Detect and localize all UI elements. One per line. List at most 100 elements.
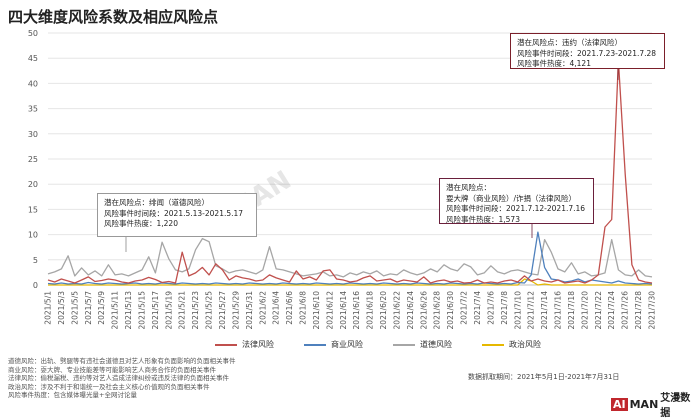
legend-label: 政治风险: [509, 340, 541, 349]
x-tick-label: 2021/6/20: [379, 291, 388, 330]
legend-swatch: [215, 343, 237, 346]
x-tick-label: 2021/5/1: [44, 291, 53, 325]
x-tick-label: 2021/7/12: [527, 291, 536, 330]
x-tick-labels: 2021/5/1 2021/5/3 2021/5/5 2021/5/7 2021/5/9…: [44, 291, 657, 330]
x-tick-label: 2021/5/19: [164, 291, 173, 330]
legend-label: 道德风险: [420, 340, 452, 349]
series-line-business: [47, 231, 653, 285]
series-line-political: [48, 278, 652, 286]
definitions-notes: 道德风险：出轨、劈腿等有违社会道德且对艺人形象有负面影响的负面相关事件 商业风险…: [8, 357, 236, 400]
x-tick-label: 2021/5/23: [191, 291, 200, 330]
annotation-line: 风险事件时间段：2021.7.12-2021.7.16: [446, 204, 586, 213]
legend-swatch: [393, 343, 415, 346]
x-tick-label: 2021/7/30: [648, 291, 657, 330]
annotation-line: 潜在风险点：绯闻（道德风险）: [104, 198, 209, 207]
y-tick-label: 30: [28, 130, 38, 139]
y-tick-labels: 0 5 10 15 20 25 30 35 40 45 50: [28, 29, 38, 290]
legend-item-political: 政治风险: [482, 339, 541, 350]
x-tick-label: 2021/7/18: [567, 291, 576, 330]
grid-lines: [48, 32, 652, 286]
legend-swatch: [482, 343, 504, 346]
legend-label: 法律风险: [242, 340, 274, 349]
y-tick-label: 50: [28, 29, 38, 38]
x-tick-label: 2021/5/17: [151, 291, 160, 330]
legend-item-moral: 道德风险: [393, 339, 452, 350]
annotation-connectors: [125, 69, 619, 252]
x-tick-label: 2021/6/30: [446, 291, 455, 330]
x-tick-label: 2021/5/3: [57, 291, 66, 325]
chart-legend: 法律风险 商业风险 道德风险 政治风险: [215, 339, 541, 350]
y-tick-label: 40: [28, 79, 38, 88]
x-tick-label: 2021/6/24: [406, 291, 415, 330]
x-tick-label: 2021/6/8: [299, 291, 308, 325]
x-tick-label: 2021/5/27: [218, 291, 227, 330]
annotation-breach: 潜在风险点：违约（法律风险） 风险事件时间段：2021.7.23-2021.7.…: [510, 33, 665, 69]
legend-item-business: 商业风险: [304, 339, 363, 350]
x-tick-label: 2021/5/31: [245, 291, 254, 330]
legend-item-legal: 法律风险: [215, 339, 274, 350]
x-tick-label: 2021/6/2: [258, 291, 267, 325]
x-tick-label: 2021/6/4: [272, 291, 281, 325]
x-tick-label: 2021/5/5: [70, 291, 79, 325]
x-tick-label: 2021/7/26: [621, 291, 630, 330]
x-tick-label: 2021/5/29: [231, 291, 240, 330]
y-tick-label: 20: [28, 180, 38, 189]
y-tick-label: 5: [33, 256, 38, 265]
series-line-legal: [47, 60, 653, 284]
logo-text: 艾漫数据: [660, 393, 691, 419]
annotation-line: 风险事件时间段：2021.7.23-2021.7.28: [517, 48, 657, 58]
x-tick-label: 2021/6/12: [325, 291, 334, 330]
x-tick-label: 2021/6/16: [352, 291, 361, 330]
x-tick-label: 2021/7/4: [473, 291, 482, 325]
y-tick-label: 10: [28, 231, 38, 240]
x-tick-label: 2021/5/9: [97, 291, 106, 325]
x-tick-label: 2021/7/20: [580, 291, 589, 330]
chart-title: 四大维度风险系数及相应风险点: [8, 8, 219, 26]
brand-logo: AI MAN 艾漫数据: [611, 389, 700, 419]
legend-swatch: [304, 343, 326, 346]
annotation-line: 风险事件热度：4,121: [517, 59, 591, 68]
x-tick-label: 2021/7/14: [540, 291, 549, 330]
x-tick-label: 2021/7/8: [500, 291, 509, 325]
x-tick-label: 2021/5/21: [178, 291, 187, 330]
annotation-line: 风险事件热度：1,220: [104, 219, 178, 228]
annotation-line: 耍大牌（商业风险）/诈捐（法律风险）: [446, 193, 577, 203]
x-tick-label: 2021/6/26: [419, 291, 428, 330]
x-tick-label: 2021/7/2: [460, 291, 469, 325]
logo-man: MAN: [629, 397, 659, 411]
x-tick-label: 2021/5/7: [84, 291, 93, 325]
x-tick-label: 2021/6/28: [433, 291, 442, 330]
note-line: 道德风险：出轨、劈腿等有违社会道德且对艺人形象有负面影响的负面相关事件: [8, 357, 236, 365]
y-tick-label: 25: [28, 155, 38, 164]
x-tick-label: 2021/7/28: [634, 291, 643, 330]
x-tick-label: 2021/5/11: [111, 291, 120, 330]
series-lines: [47, 60, 653, 286]
x-tick-label: 2021/6/18: [366, 291, 375, 330]
x-tick-label: 2021/5/25: [205, 291, 214, 330]
y-tick-label: 0: [33, 281, 38, 290]
x-tick-label: 2021/7/10: [513, 291, 522, 330]
x-tick-label: 2021/5/13: [124, 291, 133, 330]
x-tick-label: 2021/6/10: [312, 291, 321, 330]
note-line: 法律风险：偷税漏税、违约等对艺人造成法律纠纷或违反法律的负面相关事件: [8, 374, 229, 383]
y-tick-label: 15: [28, 205, 38, 214]
annotation-line: 风险事件时间段：2021.5.13-2021.5.17: [104, 208, 244, 218]
note-line: 风险事件热度：包含媒体曝光量+全网讨论量: [8, 391, 137, 400]
x-tick-label: 2021/7/24: [607, 291, 616, 330]
data-period-note: 数据抓取期间：2021年5月1日-2021年7月31日: [468, 373, 620, 381]
annotation-business-legal: 潜在风险点： 耍大牌（商业风险）/诈捐（法律风险） 风险事件时间段：2021.7…: [439, 178, 594, 224]
y-tick-label: 35: [28, 105, 38, 114]
x-tick-label: 2021/7/22: [594, 291, 603, 330]
x-tick-label: 2021/6/22: [392, 291, 401, 330]
x-tick-label: 2021/7/16: [554, 291, 563, 330]
legend-label: 商业风险: [331, 340, 363, 349]
annotation-line: 潜在风险点：违约（法律风险）: [517, 38, 622, 47]
x-tick-label: 2021/6/14: [339, 291, 348, 330]
logo-ai: AI: [611, 397, 628, 411]
note-line: 商业风险：耍大牌、专业技能差等可能影响艺人商务合作的负面相关事件: [8, 365, 216, 374]
x-tick-label: 2021/7/6: [486, 291, 495, 325]
annotation-line: 风险事件热度：1,573: [446, 214, 520, 224]
series-line-moral: [47, 237, 653, 278]
y-tick-label: 45: [28, 54, 38, 63]
x-tick-label: 2021/5/15: [137, 291, 146, 330]
